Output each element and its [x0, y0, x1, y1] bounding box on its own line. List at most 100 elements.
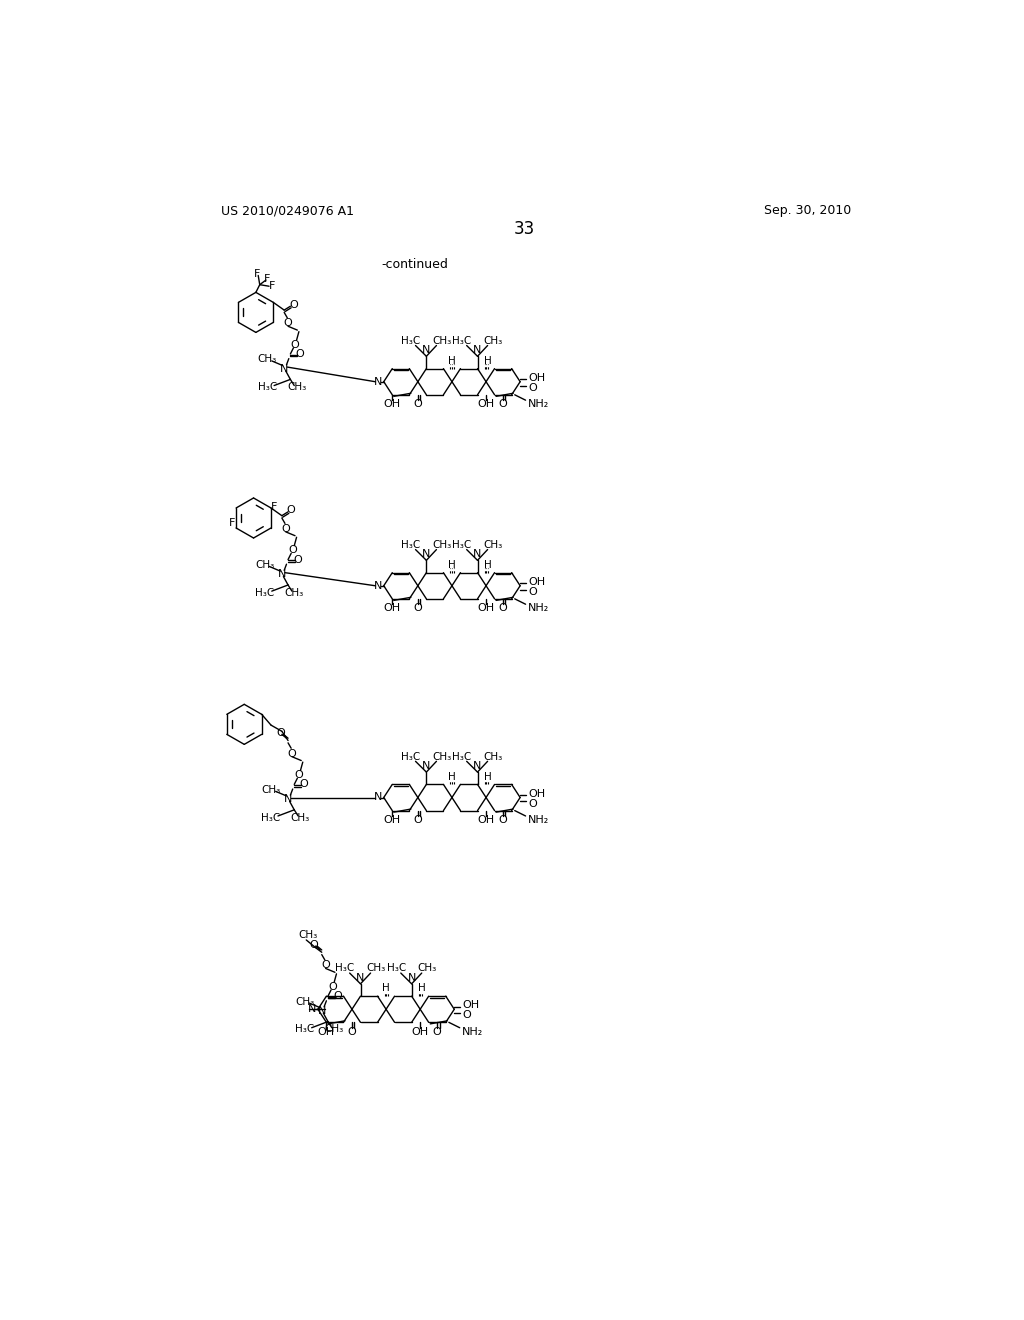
Text: N: N	[374, 581, 383, 591]
Text: O: O	[528, 799, 537, 809]
Text: CH₃: CH₃	[287, 381, 306, 392]
Text: O: O	[347, 1027, 356, 1036]
Text: O: O	[295, 348, 304, 359]
Text: N: N	[473, 345, 481, 355]
Text: OH: OH	[317, 1027, 334, 1036]
Text: N: N	[422, 345, 430, 355]
Text: O: O	[462, 1010, 471, 1020]
Text: N: N	[308, 1005, 316, 1014]
Text: OH: OH	[477, 814, 495, 825]
Text: H₃C: H₃C	[401, 540, 421, 550]
Text: NH₂: NH₂	[462, 1027, 483, 1036]
Text: O: O	[309, 940, 318, 949]
Text: H: H	[483, 560, 492, 570]
Text: CH₃: CH₃	[367, 964, 386, 973]
Text: O: O	[293, 554, 302, 565]
Text: O: O	[333, 991, 342, 1001]
Text: NH₂: NH₂	[528, 399, 549, 409]
Text: F: F	[228, 517, 236, 528]
Text: OH: OH	[477, 399, 495, 409]
Text: H: H	[483, 356, 492, 366]
Text: H₃C: H₃C	[295, 1024, 314, 1035]
Text: F: F	[270, 502, 276, 512]
Text: OH: OH	[528, 372, 545, 383]
Text: CH₃: CH₃	[257, 354, 276, 364]
Text: O: O	[499, 603, 508, 612]
Text: OH: OH	[477, 603, 495, 612]
Text: H₃C: H₃C	[401, 751, 421, 762]
Text: H₃C: H₃C	[386, 964, 406, 973]
Text: CH₃: CH₃	[432, 540, 452, 550]
Text: O: O	[295, 770, 303, 780]
Text: N: N	[422, 760, 430, 771]
Text: H₃C: H₃C	[453, 751, 472, 762]
Text: OH: OH	[528, 577, 545, 587]
Text: H: H	[449, 772, 456, 781]
Text: O: O	[289, 545, 297, 556]
Text: O: O	[288, 748, 296, 759]
Text: O: O	[282, 524, 290, 533]
Text: O: O	[414, 814, 422, 825]
Text: N: N	[473, 549, 481, 560]
Text: O: O	[414, 603, 422, 612]
Text: O: O	[275, 727, 285, 738]
Text: -continued: -continued	[381, 259, 449, 271]
Text: N: N	[284, 795, 292, 804]
Text: O: O	[291, 339, 299, 350]
Text: OH: OH	[412, 1027, 429, 1036]
Text: O: O	[414, 399, 422, 409]
Text: CH₃: CH₃	[285, 587, 304, 598]
Text: N: N	[356, 973, 365, 982]
Text: N: N	[422, 549, 430, 560]
Text: F: F	[254, 269, 260, 279]
Text: O: O	[284, 318, 293, 329]
Text: CH₃: CH₃	[483, 540, 503, 550]
Text: NH₂: NH₂	[528, 603, 549, 612]
Text: N: N	[473, 760, 481, 771]
Text: CH₃: CH₃	[291, 813, 310, 822]
Text: O: O	[433, 1027, 441, 1036]
Text: CH₃: CH₃	[255, 560, 274, 570]
Text: NH₂: NH₂	[528, 814, 549, 825]
Text: CH₃: CH₃	[325, 1024, 344, 1035]
Text: CH₃: CH₃	[483, 335, 503, 346]
Text: CH₃: CH₃	[261, 785, 281, 795]
Text: H: H	[418, 983, 426, 994]
Text: O: O	[499, 814, 508, 825]
Text: CH₃: CH₃	[295, 997, 314, 1007]
Text: OH: OH	[383, 399, 400, 409]
Text: O: O	[499, 399, 508, 409]
Text: H: H	[449, 356, 456, 366]
Text: 33: 33	[514, 220, 536, 238]
Text: N: N	[278, 569, 286, 579]
Text: F: F	[264, 273, 270, 284]
Text: N: N	[374, 792, 383, 803]
Text: OH: OH	[383, 814, 400, 825]
Text: H: H	[449, 560, 456, 570]
Text: O: O	[289, 300, 298, 310]
Text: O: O	[287, 506, 296, 515]
Text: CH₃: CH₃	[418, 964, 437, 973]
Text: CH₃: CH₃	[298, 931, 317, 940]
Text: OH: OH	[462, 1001, 479, 1010]
Text: H: H	[382, 983, 390, 994]
Text: N: N	[280, 363, 289, 374]
Text: O: O	[322, 961, 330, 970]
Text: CH₃: CH₃	[483, 751, 503, 762]
Text: H₃C: H₃C	[257, 381, 276, 392]
Text: H₃C: H₃C	[255, 587, 274, 598]
Text: N: N	[317, 1006, 326, 1016]
Text: F: F	[269, 281, 275, 292]
Text: O: O	[329, 982, 337, 991]
Text: OH: OH	[528, 788, 545, 799]
Text: CH₃: CH₃	[432, 335, 452, 346]
Text: N: N	[374, 376, 383, 387]
Text: CH₃: CH₃	[432, 751, 452, 762]
Text: US 2010/0249076 A1: US 2010/0249076 A1	[221, 205, 354, 218]
Text: O: O	[528, 587, 537, 597]
Text: H₃C: H₃C	[261, 813, 281, 822]
Text: O: O	[528, 383, 537, 393]
Text: H₃C: H₃C	[401, 335, 421, 346]
Text: OH: OH	[383, 603, 400, 612]
Text: O: O	[299, 779, 308, 789]
